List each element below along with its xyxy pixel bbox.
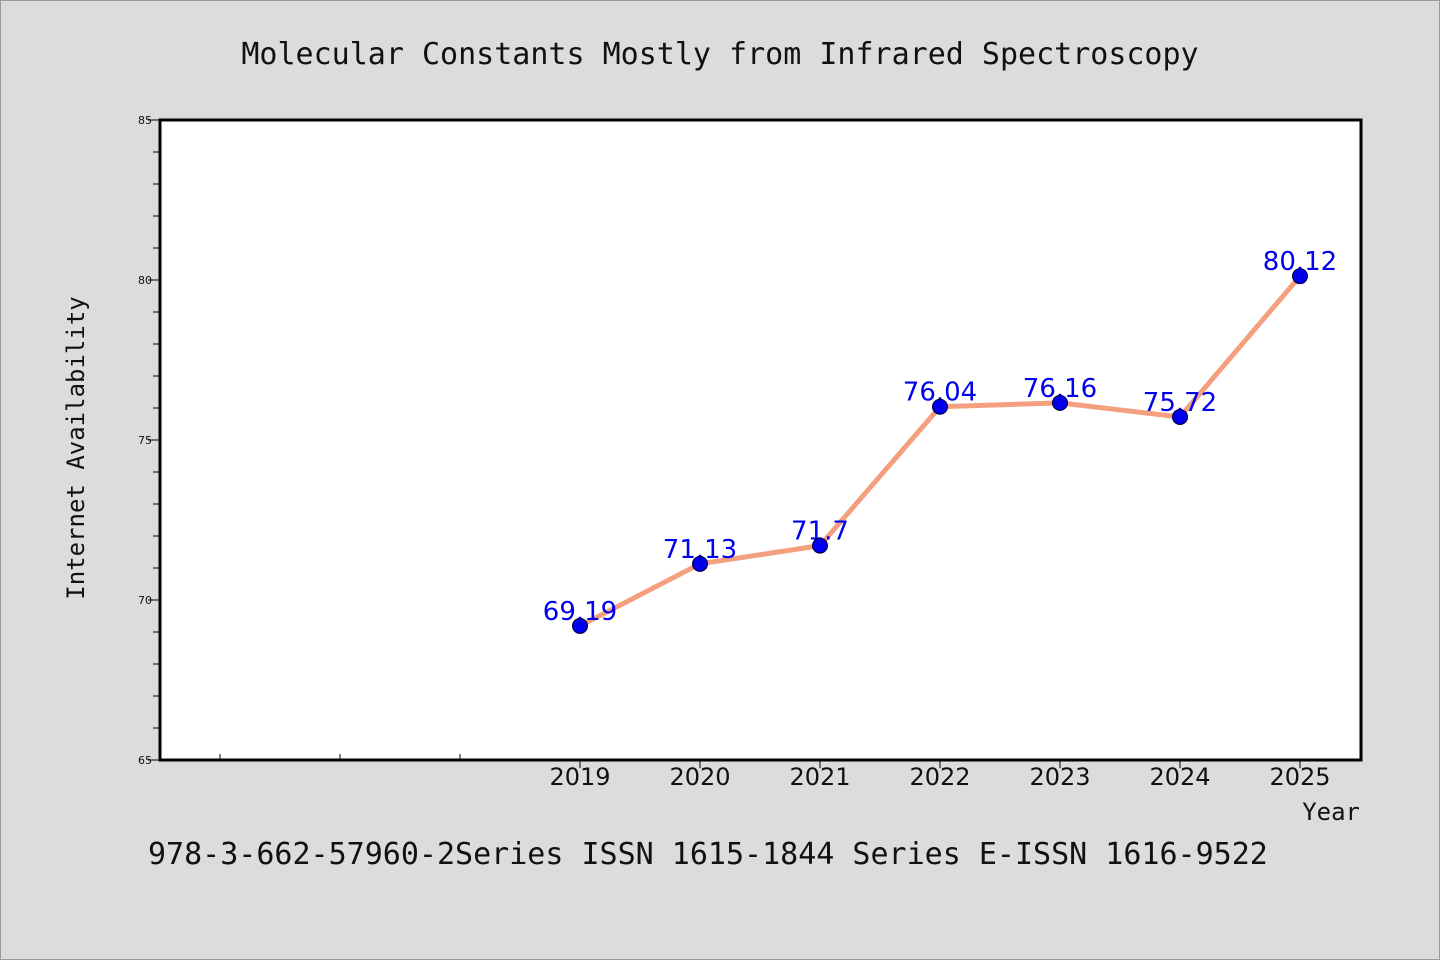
x-tick-label: 2020 — [669, 763, 730, 791]
x-axis-label: Year — [1302, 798, 1360, 826]
chart-title: Molecular Constants Mostly from Infrared… — [241, 37, 1198, 72]
y-tick-label: 80 — [138, 274, 152, 287]
data-point — [1292, 268, 1308, 285]
x-tick-label: 2023 — [1029, 763, 1090, 791]
y-tick-label: 75 — [138, 434, 152, 447]
plot-area — [158, 118, 1363, 762]
y-tick-label: 65 — [138, 754, 152, 767]
y-tick-label: 70 — [138, 594, 152, 607]
x-tick-label: 2024 — [1149, 763, 1210, 791]
x-tick-label: 2025 — [1269, 763, 1330, 791]
data-point — [1052, 394, 1068, 411]
data-point — [1172, 408, 1188, 425]
footer-text: 978-3-662-57960-2Series ISSN 1615-1844 S… — [148, 837, 1268, 872]
x-tick-label: 2021 — [789, 763, 850, 791]
data-point — [572, 617, 588, 634]
y-axis-ticks: 65 70 75 80 85 — [138, 114, 160, 767]
x-tick-label: 2019 — [549, 763, 610, 791]
y-tick-label: 85 — [138, 114, 152, 127]
x-tick-label: 2022 — [909, 763, 970, 791]
data-point — [692, 555, 708, 572]
y-axis-label: Internet Availability — [62, 296, 90, 599]
data-point — [932, 398, 948, 415]
data-point — [812, 537, 828, 554]
x-axis-ticks: 2019 2020 2021 2022 2023 2024 2025 — [219, 754, 1331, 791]
